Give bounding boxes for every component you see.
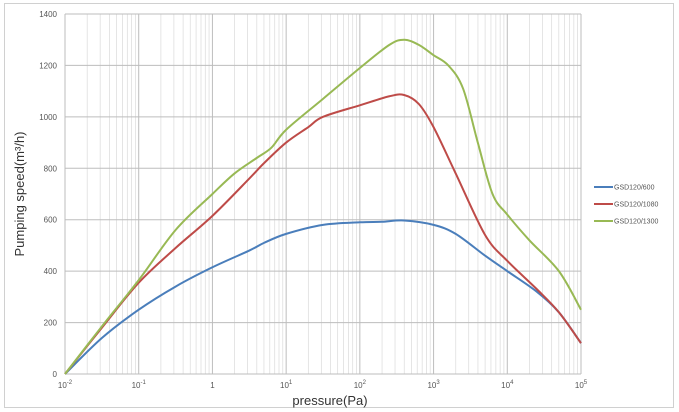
legend-label: GSD120/1300	[614, 219, 658, 226]
x-tick-label: 10-2	[58, 380, 73, 390]
series-line-gsd120-600	[64, 219, 582, 375]
series-line-gsd120-1300	[64, 38, 582, 375]
x-tick-label: 1	[210, 381, 215, 390]
chart-frame	[4, 3, 674, 408]
x-axis-label: pressure(Pa)	[292, 393, 367, 408]
legend-label: GSD120/1080	[614, 202, 658, 209]
y-tick-label: 400	[44, 267, 58, 276]
y-tick-label: 1200	[39, 61, 57, 70]
y-tick-label: 1400	[39, 10, 57, 19]
y-tick-label: 0	[53, 370, 58, 379]
x-tick-label: 105	[575, 380, 588, 390]
y-axis-label: Pumping speed(m³/h)	[12, 132, 27, 257]
y-tick-label: 600	[44, 216, 58, 225]
x-tick-label: 10-1	[132, 380, 147, 390]
legend-label: GSD120/600	[614, 185, 655, 192]
x-tick-label: 104	[501, 380, 514, 390]
y-tick-label: 200	[44, 319, 58, 328]
y-tick-label: 1000	[39, 113, 57, 122]
series-line-gsd120-1080	[64, 93, 582, 375]
y-tick-label: 800	[44, 164, 58, 173]
x-tick-label: 102	[354, 380, 367, 390]
x-tick-label: 101	[280, 380, 293, 390]
x-tick-label: 103	[427, 380, 440, 390]
